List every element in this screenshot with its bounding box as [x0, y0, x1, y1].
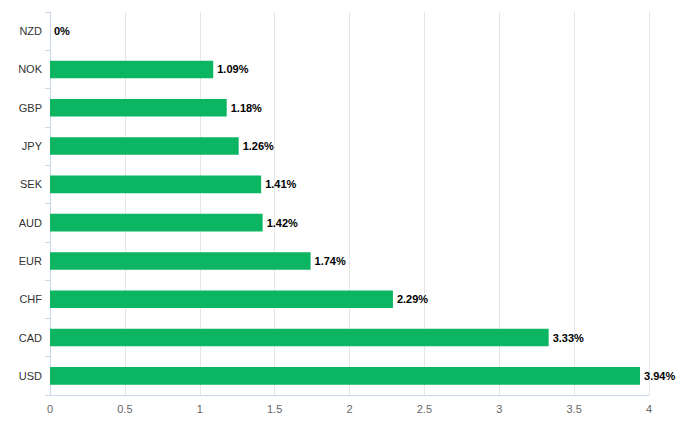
- svg-text:4: 4: [646, 403, 652, 415]
- svg-text:0: 0: [47, 403, 53, 415]
- svg-text:NZD: NZD: [19, 25, 42, 37]
- svg-text:CAD: CAD: [19, 332, 42, 344]
- svg-text:1.26%: 1.26%: [243, 140, 274, 152]
- svg-text:2: 2: [346, 403, 352, 415]
- svg-text:AUD: AUD: [19, 217, 42, 229]
- svg-text:CHF: CHF: [19, 293, 42, 305]
- svg-text:3.5: 3.5: [566, 403, 581, 415]
- svg-text:EUR: EUR: [19, 255, 42, 267]
- svg-text:1.41%: 1.41%: [265, 178, 296, 190]
- svg-text:0%: 0%: [54, 25, 70, 37]
- svg-text:GBP: GBP: [19, 102, 42, 114]
- svg-text:3: 3: [496, 403, 502, 415]
- svg-text:USD: USD: [19, 370, 42, 382]
- svg-text:2.5: 2.5: [417, 403, 432, 415]
- svg-text:1.74%: 1.74%: [315, 255, 346, 267]
- svg-text:3.94%: 3.94%: [644, 370, 675, 382]
- svg-text:0.5: 0.5: [117, 403, 132, 415]
- svg-text:1.18%: 1.18%: [231, 102, 262, 114]
- svg-text:1: 1: [197, 403, 203, 415]
- svg-text:NOK: NOK: [18, 63, 43, 75]
- svg-text:1.42%: 1.42%: [267, 217, 298, 229]
- svg-text:2.29%: 2.29%: [397, 293, 428, 305]
- svg-text:SEK: SEK: [20, 178, 43, 190]
- svg-text:1.5: 1.5: [267, 403, 282, 415]
- svg-text:3.33%: 3.33%: [553, 332, 584, 344]
- svg-text:1.09%: 1.09%: [217, 63, 248, 75]
- svg-text:JPY: JPY: [22, 140, 43, 152]
